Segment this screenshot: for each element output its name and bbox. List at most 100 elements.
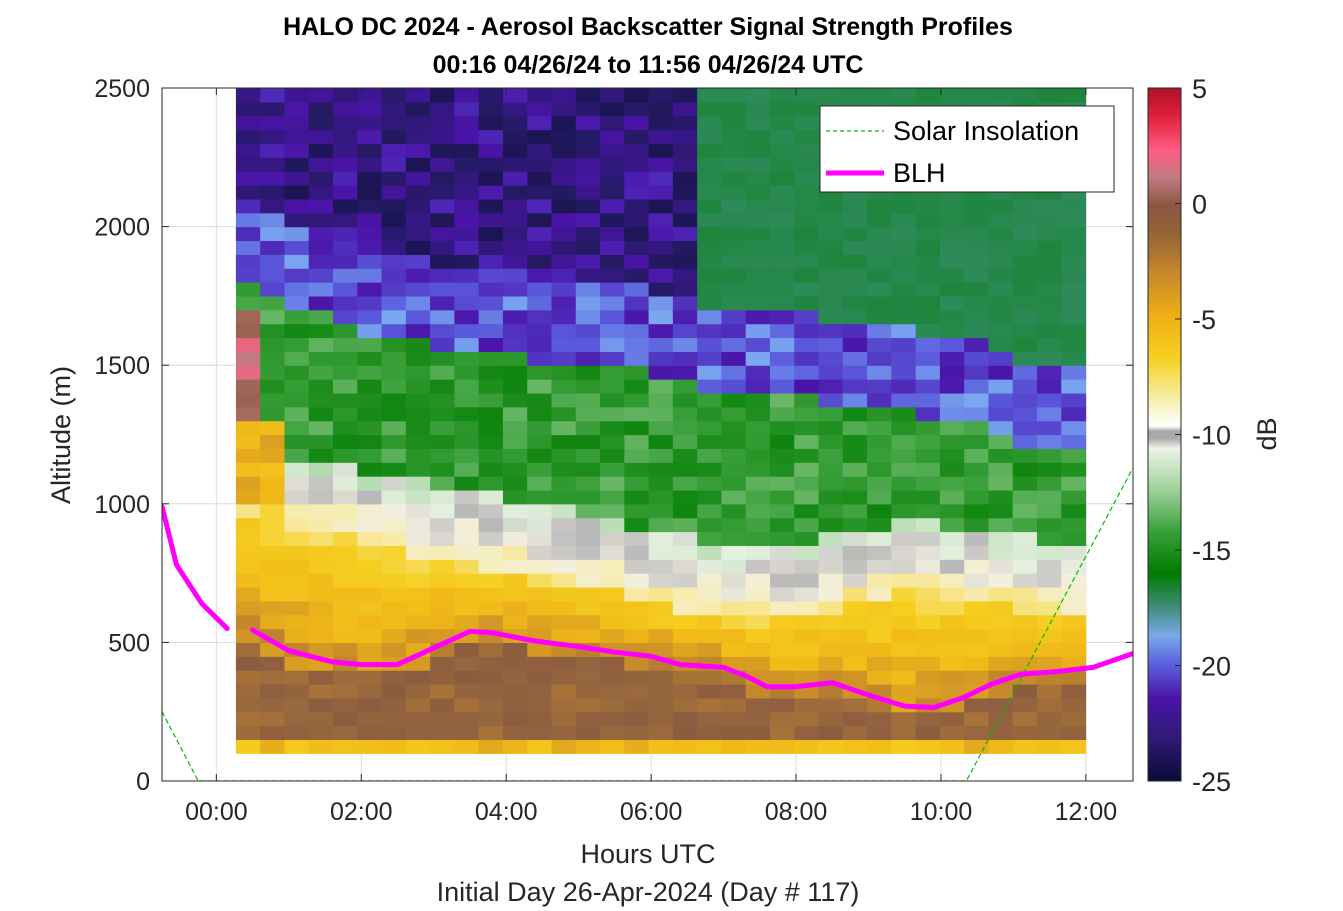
heatmap-cell [794, 670, 820, 685]
heatmap-cell [964, 503, 990, 519]
heatmap-cell [624, 670, 650, 685]
heatmap-cell [1061, 309, 1087, 325]
heatmap-cell [769, 129, 795, 145]
heatmap-cell [721, 406, 747, 422]
heatmap-cell [600, 171, 625, 186]
heatmap-cell [1036, 365, 1062, 380]
heatmap-cell [794, 725, 820, 741]
heatmap-cell [527, 406, 553, 422]
heatmap-cell [891, 531, 917, 546]
heatmap-cell [284, 725, 310, 741]
heatmap-cell [551, 711, 577, 727]
heatmap-cell [502, 171, 528, 186]
heatmap-cell [648, 254, 674, 269]
heatmap-cell [915, 240, 941, 255]
heatmap-cell [1012, 351, 1038, 366]
heatmap-cell [235, 476, 261, 491]
heatmap-cell [745, 115, 771, 131]
heatmap-cell [988, 420, 1014, 436]
heatmap-cell [308, 198, 334, 214]
heatmap-cell [405, 462, 431, 477]
heatmap-cell [284, 711, 310, 727]
heatmap-cell [794, 489, 820, 505]
heatmap-cell [867, 268, 892, 283]
heatmap-cell [527, 129, 553, 145]
heatmap-cell [551, 531, 577, 546]
heatmap-cell [284, 406, 310, 422]
heatmap-cell [430, 586, 455, 602]
heatmap-cell [891, 503, 917, 519]
heatmap-cell [260, 212, 286, 228]
heatmap-cell [405, 309, 431, 325]
heatmap-cell [1036, 88, 1062, 103]
heatmap-cell [260, 295, 286, 311]
heatmap-cell [551, 115, 577, 131]
heatmap-cell [308, 628, 334, 643]
heatmap-cell [260, 129, 286, 145]
heatmap-cell [648, 240, 674, 255]
heatmap-cell [405, 171, 431, 186]
heatmap-cell [527, 462, 553, 477]
heatmap-cell [988, 531, 1014, 546]
heatmap-cell [1012, 337, 1038, 352]
heatmap-cell [381, 489, 407, 505]
heatmap-cell [624, 448, 650, 463]
heatmap-cell [260, 462, 286, 477]
heatmap-cell [1012, 725, 1038, 741]
heatmap-cell [964, 642, 990, 657]
heatmap-cell [260, 268, 286, 283]
heatmap-cell [697, 711, 723, 727]
heatmap-cell [721, 351, 747, 366]
heatmap-cell [1061, 406, 1087, 422]
heatmap-cell [478, 226, 504, 242]
legend: Solar Insolation BLH [819, 105, 1115, 193]
heatmap-cell [891, 711, 917, 727]
heatmap-cell [478, 503, 504, 519]
heatmap-cell [260, 101, 286, 117]
heatmap-cell [964, 309, 990, 325]
heatmap-cell [818, 309, 844, 325]
heatmap-cell [624, 101, 650, 117]
heatmap-cell [284, 157, 310, 172]
heatmap-cell [988, 309, 1014, 325]
heatmap-cell [891, 379, 917, 394]
heatmap-cell [769, 351, 795, 366]
heatmap-cell [405, 697, 431, 713]
heatmap-cell [405, 351, 431, 366]
heatmap-cell [769, 434, 795, 449]
heatmap-cell [333, 406, 358, 422]
heatmap-cell [867, 434, 892, 449]
heatmap-cell [842, 476, 868, 491]
heatmap-cell [794, 420, 820, 436]
heatmap-cell [430, 489, 455, 505]
heatmap-cell [260, 670, 286, 685]
heatmap-cell [284, 586, 310, 602]
heatmap-cell [624, 240, 650, 255]
heatmap-cell [915, 586, 941, 602]
heatmap-cell [794, 586, 820, 602]
heatmap-cell [891, 420, 917, 436]
heatmap-cell [915, 683, 941, 699]
heatmap-cell [842, 198, 868, 214]
heatmap-cell [721, 420, 747, 436]
heatmap-cell [551, 282, 577, 297]
heatmap-cell [697, 115, 723, 131]
heatmap-cell [672, 725, 698, 741]
heatmap-cell [527, 697, 553, 713]
heatmap-cell [939, 254, 965, 269]
heatmap-cell [721, 697, 747, 713]
heatmap-cell [454, 198, 480, 214]
heatmap-cell [575, 448, 601, 463]
heatmap-cell [721, 448, 747, 463]
heatmap-cell [697, 559, 723, 574]
heatmap-cell [672, 365, 698, 380]
heatmap-cell [672, 282, 698, 297]
heatmap-cell [381, 725, 407, 741]
heatmap-cell [600, 739, 625, 754]
heatmap-cell [672, 503, 698, 519]
heatmap-cell [478, 462, 504, 477]
heatmap-cell [745, 600, 771, 616]
heatmap-cell [575, 725, 601, 741]
heatmap-cell [769, 573, 795, 588]
heatmap-cell [527, 337, 553, 352]
